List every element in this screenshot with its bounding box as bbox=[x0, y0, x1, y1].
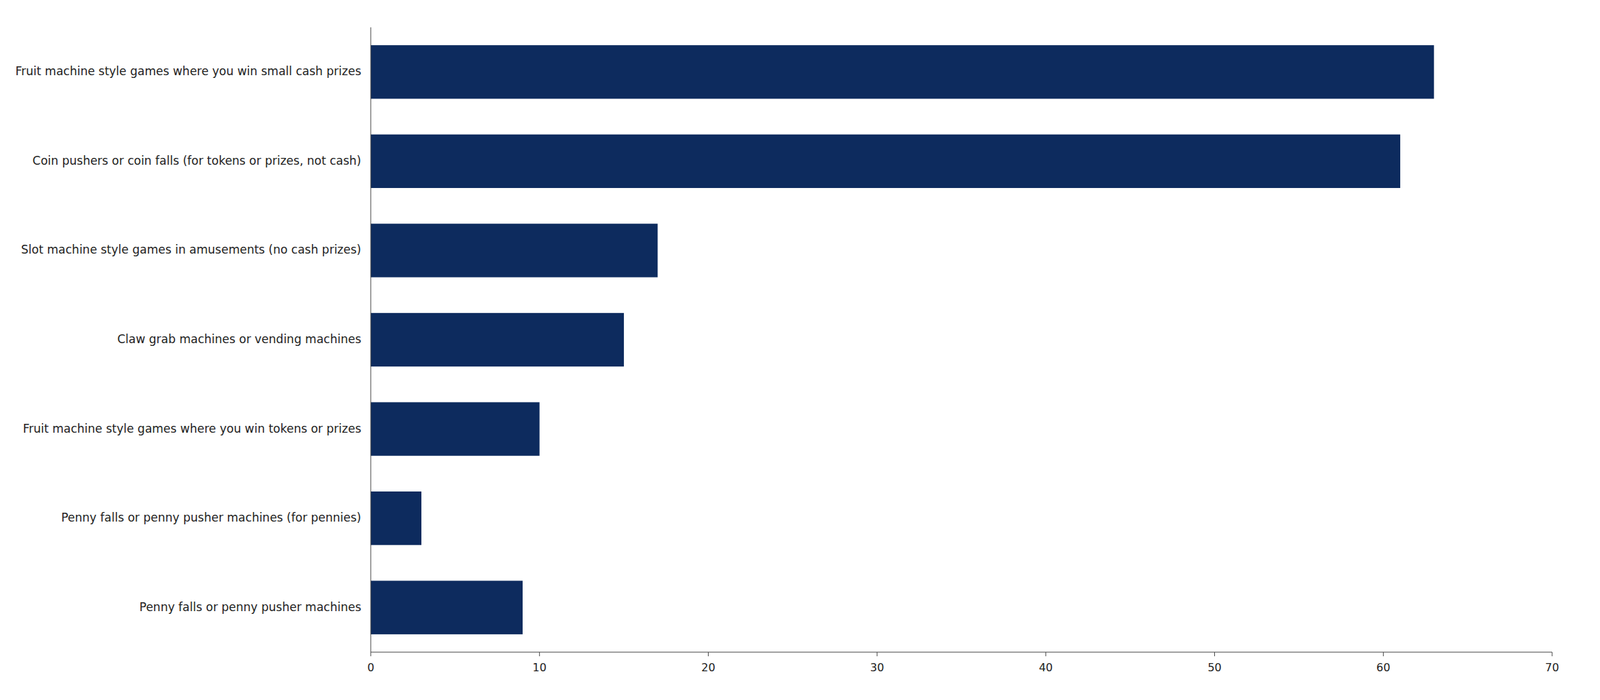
bar bbox=[370, 491, 422, 546]
x-tick-label: 30 bbox=[870, 661, 884, 675]
bar bbox=[370, 313, 624, 367]
chart-container: 0 10 20 30 40 50 60 70 Fruit machine style games… bbox=[0, 0, 1600, 700]
x-tick bbox=[876, 652, 878, 657]
y-tick-label: Fruit machine style games where you win … bbox=[15, 64, 362, 78]
x-axis-line bbox=[370, 652, 1553, 654]
bars bbox=[370, 45, 1434, 635]
bar bbox=[370, 134, 1401, 189]
axes: 0 10 20 30 40 50 60 70 Fruit machine style games… bbox=[15, 27, 1559, 675]
x-tick bbox=[707, 652, 709, 657]
x-tick-label: 40 bbox=[1039, 661, 1053, 675]
chart-svg: 0 10 20 30 40 50 60 70 Fruit machine style games… bbox=[0, 0, 1600, 700]
y-tick-label: Fruit machine style games where you win … bbox=[22, 422, 362, 436]
x-tick bbox=[1383, 652, 1384, 657]
x-tick-label: 70 bbox=[1545, 661, 1559, 675]
x-tick-label: 0 bbox=[367, 661, 375, 675]
y-tick-label: Coin pushers or coin falls (for tokens o… bbox=[32, 153, 362, 168]
x-tick-label: 10 bbox=[532, 661, 547, 675]
x-tick-label: 60 bbox=[1376, 661, 1390, 675]
bar bbox=[370, 45, 1434, 99]
bar bbox=[370, 402, 540, 456]
y-tick-label: Claw grab machines or vending machines bbox=[116, 332, 362, 347]
bar bbox=[370, 581, 523, 635]
x-tick-label: 50 bbox=[1207, 661, 1222, 675]
bar bbox=[370, 223, 658, 278]
x-tick bbox=[1552, 652, 1553, 657]
x-tick bbox=[1214, 652, 1215, 657]
x-tick-label: 20 bbox=[701, 661, 715, 675]
y-tick-label: Penny falls or penny pusher machines bbox=[139, 600, 362, 615]
y-tick-label: Slot machine style games in amusements (… bbox=[21, 242, 362, 257]
y-axis-line bbox=[370, 27, 372, 653]
x-tick bbox=[1045, 652, 1046, 657]
x-tick bbox=[539, 652, 540, 657]
y-tick-label: Penny falls or penny pusher machines (fo… bbox=[60, 510, 362, 525]
x-tick bbox=[370, 652, 372, 657]
